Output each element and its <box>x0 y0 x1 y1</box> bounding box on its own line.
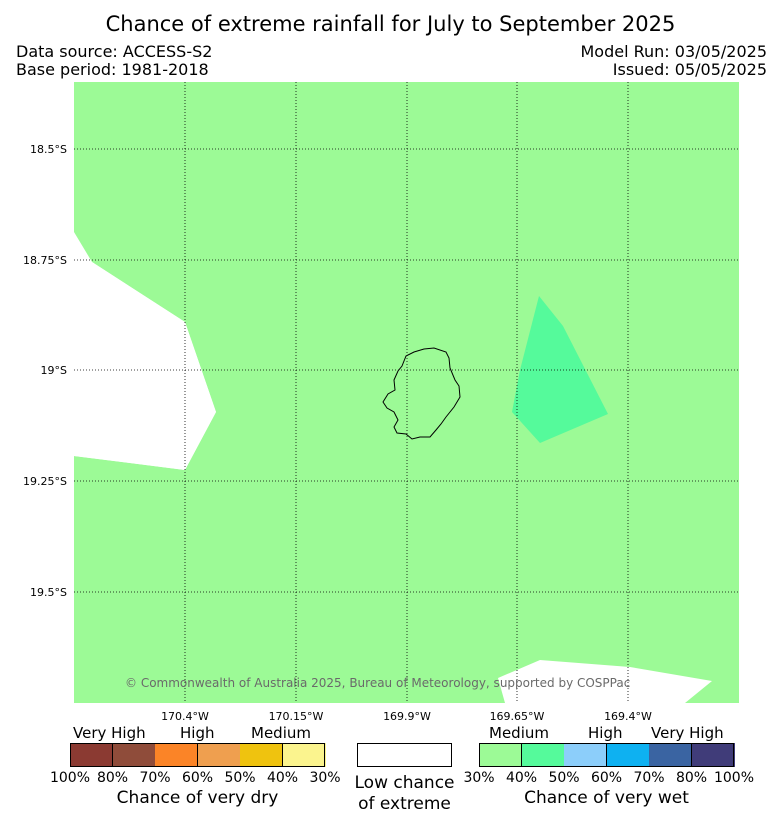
wet-tick-label: 40% <box>505 770 538 786</box>
low-chance-region-west-inner <box>74 232 216 470</box>
dry-tick-label: 100% <box>49 770 91 786</box>
model-run: Model Run: 03/05/2025 <box>580 42 768 61</box>
wet-tick-label: 80% <box>675 770 708 786</box>
low-chance-region-south <box>498 660 712 703</box>
wet-swatch <box>691 743 735 767</box>
data-source: Data source: ACCESS-S2 <box>16 42 213 61</box>
wet-group-very-high: Very High <box>651 724 724 742</box>
dry-tick-label: 60% <box>181 770 214 786</box>
dry-tick-label: 40% <box>266 770 299 786</box>
lat-label: 19.5°S <box>30 586 67 599</box>
dry-caption: Chance of very dry <box>116 788 279 808</box>
dry-tick-label: 70% <box>139 770 171 786</box>
wet-swatch <box>521 743 565 767</box>
wet-tick-label: 70% <box>633 770 665 786</box>
lon-label: 170.4°W <box>161 710 209 723</box>
wet-tick-label: 30% <box>463 770 495 786</box>
dry-swatch <box>70 743 113 767</box>
dry-swatch <box>282 743 326 767</box>
dry-group-high: High <box>180 724 215 742</box>
wet-tick-label: 100% <box>713 770 755 786</box>
dry-group-very-high: Very High <box>73 724 146 742</box>
dry-swatch <box>197 743 241 767</box>
wet-swatch <box>564 743 607 767</box>
lat-label: 18.5°S <box>30 143 67 156</box>
higher-chance-wet-region <box>512 296 608 443</box>
map-title: Chance of extreme rainfall for July to S… <box>105 12 676 36</box>
dry-tick-label: 30% <box>309 770 341 786</box>
dry-group-medium: Medium <box>251 724 311 742</box>
dry-swatch <box>155 743 198 767</box>
lon-label: 169.9°W <box>383 710 431 723</box>
meta-left: Data source: ACCESS-S2 Base period: 1981… <box>16 43 212 79</box>
copyright-credit: © Commonwealth of Australia 2025, Bureau… <box>125 676 630 690</box>
wet-swatch <box>606 743 650 767</box>
low-chance-caption-line-2: of extreme <box>358 794 451 814</box>
dry-swatch <box>112 743 156 767</box>
issued-date: Issued: 05/05/2025 <box>612 60 767 79</box>
dry-swatch <box>240 743 283 767</box>
wet-tick-label: 60% <box>590 770 623 786</box>
low-chance-swatch <box>357 743 452 767</box>
lat-label: 19.25°S <box>23 475 67 488</box>
wet-caption: Chance of very wet <box>524 788 689 808</box>
base-period: Base period: 1981-2018 <box>16 60 209 79</box>
wet-tick-label: 50% <box>548 770 580 786</box>
lat-label: 19°S <box>41 364 67 377</box>
low-chance-caption-line-1: Low chance <box>354 773 455 793</box>
low-chance-caption: Low chance of extreme <box>340 773 469 815</box>
wet-swatch <box>479 743 522 767</box>
lon-label: 169.4°W <box>604 710 652 723</box>
niue-island-outline <box>382 347 461 440</box>
lon-label: 169.65°W <box>490 710 545 723</box>
lat-label: 18.75°S <box>23 254 67 267</box>
wet-swatch <box>649 743 692 767</box>
rainfall-map: 18.5°S 18.75°S 19°S 19.25°S 19.5°S 170.4… <box>23 82 739 723</box>
wet-group-high: High <box>588 724 623 742</box>
dry-tick-label: 80% <box>96 770 129 786</box>
wet-group-medium: Medium <box>489 724 549 742</box>
lon-label: 170.15°W <box>269 710 324 723</box>
dry-tick-label: 50% <box>224 770 256 786</box>
meta-right: Model Run: 03/05/2025 Issued: 05/05/2025 <box>581 43 768 79</box>
